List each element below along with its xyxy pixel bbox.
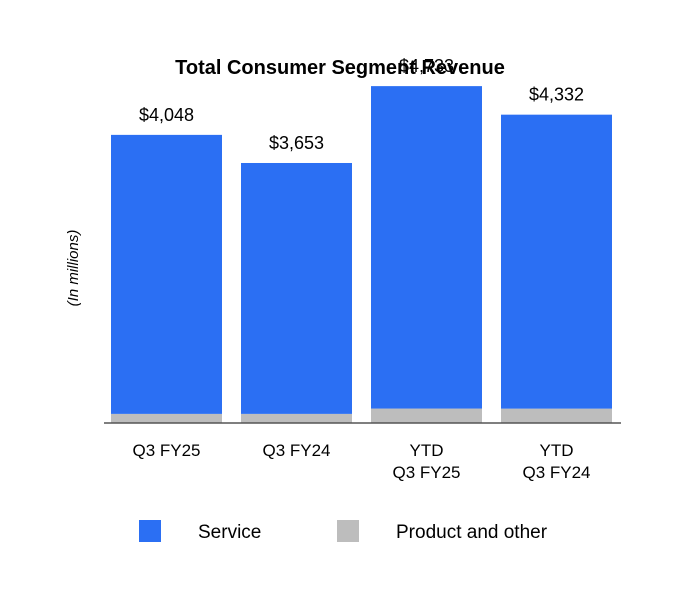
bar-product-and-other-3: [371, 408, 482, 423]
legend-swatch-service: [139, 520, 161, 542]
bar-product-and-other-4: [501, 408, 612, 423]
chart-title: Total Consumer Segment Revenue: [175, 57, 505, 79]
x-tick-label-3-line-2: Q3 FY25: [392, 463, 460, 482]
x-tick-label-3-line-1: YTD: [410, 441, 444, 460]
x-tick-label-4-line-2: Q3 FY24: [522, 463, 590, 482]
x-tick-label-2-line-1: Q3 FY24: [262, 441, 330, 460]
y-axis-label: (In millions): [65, 230, 82, 307]
bar-total-label-3: $4,733: [399, 56, 454, 76]
bar-total-label-4: $4,332: [529, 85, 584, 105]
bar-product-and-other-1: [111, 413, 222, 423]
legend-label-service: Service: [198, 522, 261, 543]
bar-product-and-other-2: [241, 413, 352, 423]
legend-swatch-product-and-other: [337, 520, 359, 542]
legend: Service Product and other: [139, 520, 548, 543]
bar-service-3: [371, 86, 482, 409]
x-tick-labels: Q3 FY25 Q3 FY24 YTD Q3 FY25 YTD Q3 FY24: [132, 441, 590, 482]
bar-total-label-2: $3,653: [269, 133, 324, 153]
bar-service-2: [241, 162, 352, 414]
bars-group: $4,048 $3,653 $4,733 $4,332: [111, 56, 612, 423]
bar-service-1: [111, 134, 222, 414]
legend-label-product-and-other: Product and other: [396, 522, 548, 543]
bar-service-4: [501, 114, 612, 409]
x-tick-label-4-line-1: YTD: [540, 441, 574, 460]
x-tick-label-1-line-1: Q3 FY25: [132, 441, 200, 460]
bar-total-label-1: $4,048: [139, 105, 194, 125]
